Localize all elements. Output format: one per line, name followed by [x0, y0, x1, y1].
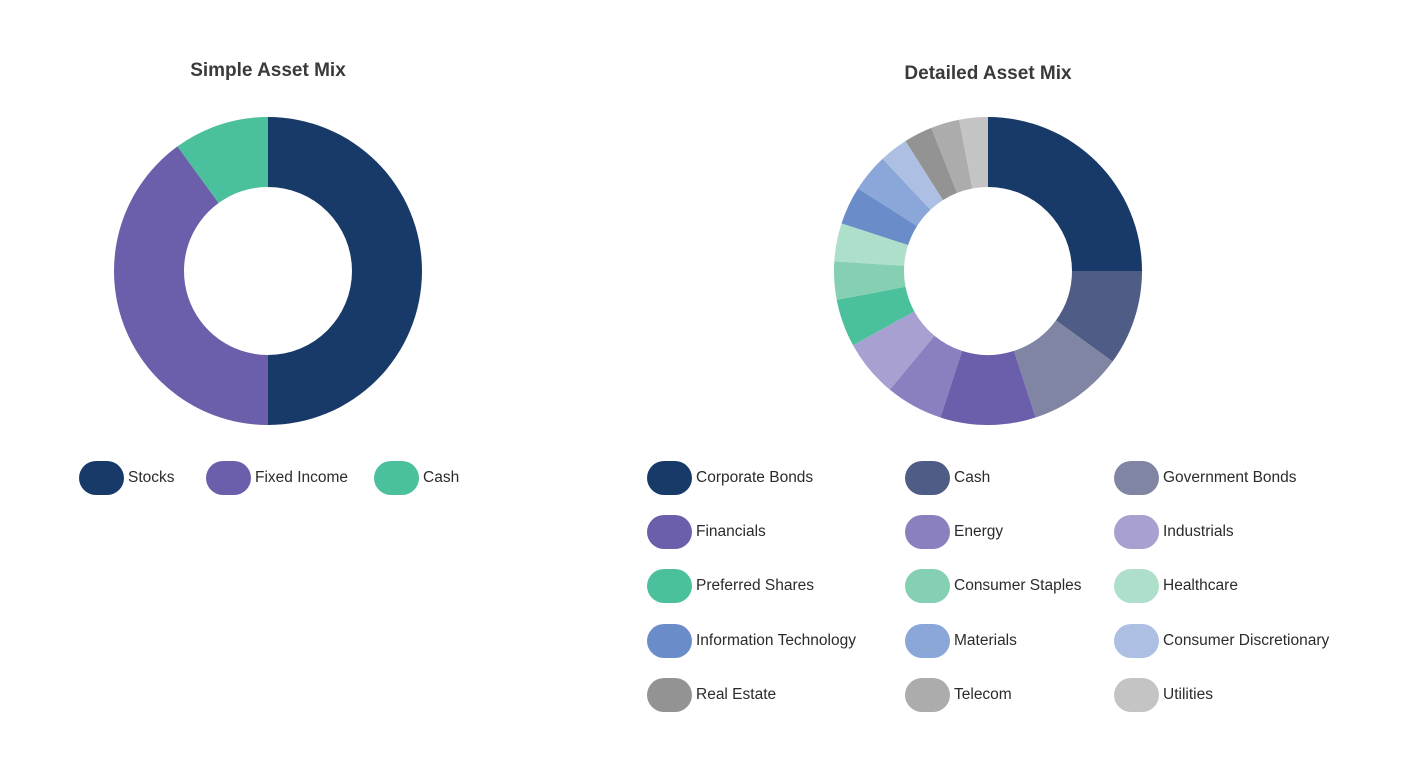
detailed-slice-consumer-staples [834, 261, 906, 300]
detailed-slice-materials [857, 158, 931, 226]
simple-slice-cash [177, 117, 268, 204]
detailed-slice-preferred-shares [836, 286, 915, 346]
simple-slice-fixed-income [113, 146, 268, 425]
detailed-slice-industrials [853, 311, 935, 390]
detailed-slice-utilities [959, 117, 988, 189]
legend-label: Government Bonds [1163, 469, 1297, 486]
simple-slice-stocks [268, 117, 422, 425]
detailed-legend-item-preferred-shares: Preferred Shares [647, 568, 814, 604]
detailed-legend-item-consumer-staples: Consumer Staples [905, 568, 1082, 604]
legend-label: Healthcare [1163, 577, 1238, 594]
legend-swatch [905, 515, 950, 549]
simple-chart-title: Simple Asset Mix [190, 60, 346, 81]
legend-swatch [905, 569, 950, 603]
legend-label: Corporate Bonds [696, 469, 814, 486]
detailed-legend-item-telecom: Telecom [905, 677, 1012, 713]
legend-swatch [647, 624, 692, 658]
legend-label: Information Technology [696, 632, 856, 649]
legend-label: Materials [954, 632, 1017, 649]
simple-legend-item-cash: Cash [374, 460, 459, 496]
legend-swatch [905, 461, 950, 495]
legend-label: Preferred Shares [696, 577, 815, 594]
detailed-asset-mix-donut [834, 117, 1142, 425]
legend-swatch [647, 515, 692, 549]
detailed-chart-title: Detailed Asset Mix [904, 63, 1072, 84]
legend-swatch [1114, 515, 1159, 549]
legend-label: Fixed Income [255, 469, 349, 486]
detailed-legend-item-real-estate: Real Estate [647, 677, 776, 713]
legend-swatch [647, 569, 692, 603]
legend-label: Stocks [128, 469, 175, 486]
detailed-slice-telecom [931, 119, 973, 193]
legend-swatch [1114, 624, 1159, 658]
legend-swatch [905, 624, 950, 658]
detailed-legend-item-government-bonds: Government Bonds [1114, 460, 1297, 496]
simple-asset-mix-donut [113, 117, 422, 425]
detailed-legend-item-financials: Financials [647, 514, 766, 550]
detailed-slice-information-technology [841, 188, 918, 246]
legend-label: Real Estate [696, 686, 777, 703]
detailed-legend-item-cash: Cash [905, 460, 990, 496]
detailed-legend-item-materials: Materials [905, 623, 1017, 659]
detailed-legend-item-consumer-discretionary: Consumer Discretionary [1114, 623, 1329, 659]
legend-swatch [905, 678, 950, 712]
legend-label: Consumer Staples [954, 577, 1082, 594]
legend-label: Telecom [954, 686, 1012, 703]
detailed-slice-healthcare [834, 223, 909, 266]
simple-legend-item-stocks: Stocks [79, 460, 175, 496]
legend-swatch [79, 461, 124, 495]
detailed-legend-item-information-technology: Information Technology [647, 623, 856, 659]
legend-label: Consumer Discretionary [1163, 632, 1330, 649]
detailed-legend-item-industrials: Industrials [1114, 514, 1234, 550]
legend-swatch [1114, 461, 1159, 495]
detailed-legend-item-energy: Energy [905, 514, 1003, 550]
detailed-slice-consumer-discretionary [882, 140, 943, 210]
detailed-slice-cash [1055, 271, 1142, 362]
legend-swatch [1114, 569, 1159, 603]
legend-swatch [1114, 678, 1159, 712]
legend-swatch [206, 461, 251, 495]
detailed-slice-energy [889, 335, 963, 418]
legend-label: Utilities [1163, 686, 1213, 703]
legend-swatch [374, 461, 419, 495]
legend-label: Energy [954, 523, 1004, 540]
detailed-legend-item-healthcare: Healthcare [1114, 568, 1238, 604]
legend-swatch [647, 461, 692, 495]
legend-label: Cash [954, 469, 991, 486]
detailed-slice-real-estate [905, 127, 958, 201]
legend-label: Cash [423, 469, 460, 486]
detailed-slice-government-bonds [1013, 320, 1113, 418]
detailed-slice-financials [940, 350, 1036, 425]
simple-legend-item-fixed-income: Fixed Income [206, 460, 348, 496]
legend-label: Industrials [1163, 523, 1234, 540]
detailed-slice-corporate-bonds [988, 117, 1142, 271]
legend-label: Financials [696, 523, 766, 540]
detailed-legend-item-corporate-bonds: Corporate Bonds [647, 460, 813, 496]
detailed-legend-item-utilities: Utilities [1114, 677, 1213, 713]
legend-swatch [647, 678, 692, 712]
